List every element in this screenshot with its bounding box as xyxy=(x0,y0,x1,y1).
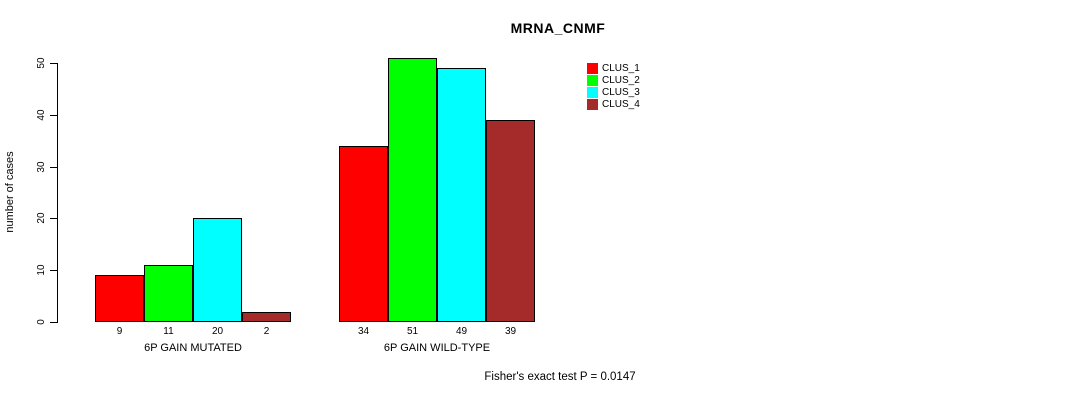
legend: CLUS_1 CLUS_2 CLUS_3 CLUS_4 xyxy=(587,63,640,110)
y-tick-label: 50 xyxy=(36,57,47,69)
legend-swatch-clus_3 xyxy=(587,87,598,98)
bar-value-label: 51 xyxy=(406,326,419,337)
y-tick-mark xyxy=(50,115,57,116)
category-label: 6P GAIN WILD-TYPE xyxy=(383,342,491,354)
legend-swatch-clus_1 xyxy=(587,63,598,74)
y-tick-label: 20 xyxy=(36,212,47,224)
y-tick-label: 0 xyxy=(36,319,47,325)
y-tick-label: 40 xyxy=(36,109,47,121)
legend-item-clus_1: CLUS_1 xyxy=(587,63,640,74)
chart-title: MRNA_CNMF xyxy=(510,20,606,36)
category-label: 6P GAIN MUTATED xyxy=(144,342,242,354)
legend-item-clus_2: CLUS_2 xyxy=(587,75,640,86)
bar-clus_1-2 xyxy=(339,145,388,322)
bar-value-label: 11 xyxy=(163,326,174,337)
legend-label: CLUS_1 xyxy=(602,63,640,74)
bar-value-label: 39 xyxy=(504,326,517,337)
bar-value-label: 49 xyxy=(455,326,468,337)
bar-clus_4-1 xyxy=(242,311,291,322)
y-tick-mark xyxy=(50,322,57,323)
y-tick-mark xyxy=(50,167,57,168)
bar-value-label: 2 xyxy=(263,326,270,337)
legend-label: CLUS_4 xyxy=(602,99,640,110)
legend-swatch-clus_4 xyxy=(587,99,598,110)
bar-clus_4-2 xyxy=(486,120,535,322)
annotation-text: Fisher's exact test P = 0.0147 xyxy=(484,371,636,383)
bar-value-label: 34 xyxy=(357,326,370,337)
bar-clus_2-1 xyxy=(144,265,193,322)
bar-clus_3-2 xyxy=(437,68,486,322)
y-tick-mark xyxy=(50,218,57,219)
legend-label: CLUS_3 xyxy=(602,87,640,98)
bar-value-label: 20 xyxy=(211,326,224,337)
y-tick-mark xyxy=(50,270,57,271)
legend-swatch-clus_2 xyxy=(587,75,598,86)
bar-clus_1-1 xyxy=(95,275,144,322)
y-axis-line xyxy=(57,63,58,323)
legend-item-clus_4: CLUS_4 xyxy=(587,99,640,110)
legend-item-clus_3: CLUS_3 xyxy=(587,87,640,98)
bar-clus_3-1 xyxy=(193,218,242,322)
y-tick-mark xyxy=(50,63,57,64)
bar-value-label: 9 xyxy=(116,326,123,337)
bar-clus_2-2 xyxy=(388,57,437,322)
legend-label: CLUS_2 xyxy=(602,75,640,86)
y-tick-label: 30 xyxy=(36,161,47,173)
y-tick-label: 10 xyxy=(36,264,47,276)
y-axis-title: number of cases xyxy=(4,151,16,233)
